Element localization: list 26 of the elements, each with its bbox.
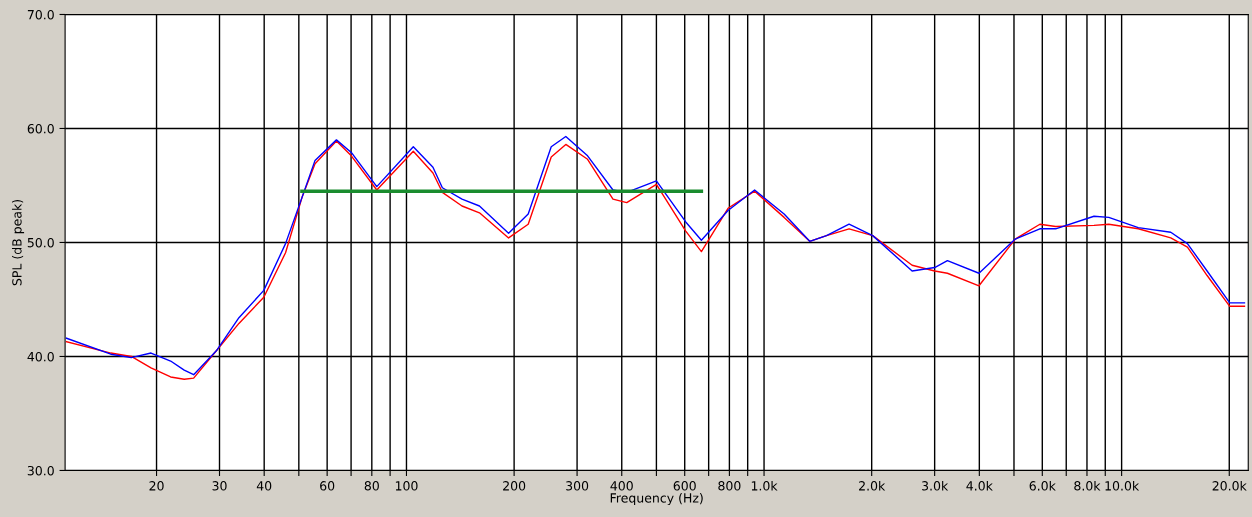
x-tick-label: 600 — [673, 481, 696, 491]
y-tick-label: 30.0 — [27, 465, 54, 476]
x-tick-label: 30 — [212, 481, 227, 491]
x-axis-title: Frequency (Hz) — [610, 493, 703, 506]
x-tick-label: 10.0k — [1105, 480, 1140, 491]
x-tick-label: 20 — [149, 481, 164, 491]
y-tick-label: 50.0 — [27, 237, 54, 248]
x-tick-label: 4.0k — [966, 480, 993, 491]
x-tick-label: 3.0k — [922, 480, 949, 491]
y-tick-label: 70.0 — [27, 9, 54, 20]
x-tick-label: 400 — [610, 481, 633, 491]
y-tick-label: 40.0 — [27, 351, 54, 362]
x-tick-label: 100 — [395, 481, 418, 491]
x-tick-label: 80 — [364, 481, 379, 491]
x-tick-label: 6.0k — [1029, 480, 1056, 491]
y-axis-title: SPL (dB peak) — [11, 199, 25, 286]
x-tick-label: 20.0k — [1212, 480, 1247, 491]
x-tick-label: 1.0k — [751, 480, 778, 491]
x-tick-label: 60 — [320, 481, 335, 491]
x-tick-label: 800 — [718, 481, 741, 491]
x-tick-label: 300 — [566, 481, 589, 491]
y-tick-label: 60.0 — [27, 123, 54, 134]
x-tick-label: 2.0k — [859, 480, 886, 491]
x-tick-label: 200 — [503, 481, 526, 491]
x-tick-label: 40 — [256, 481, 272, 491]
x-tick-label: 8.0k — [1074, 480, 1101, 491]
